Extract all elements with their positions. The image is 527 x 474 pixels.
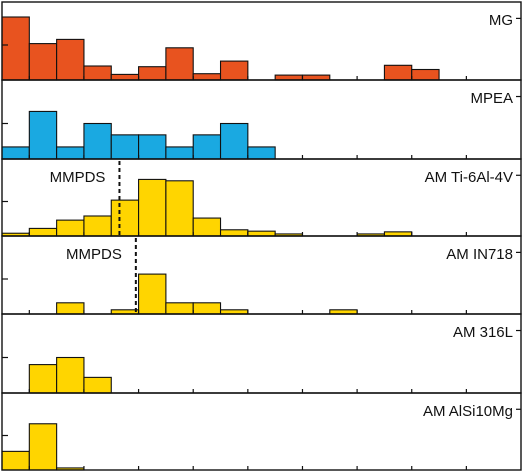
panel-label: MPEA (470, 90, 513, 107)
histogram-bar (274, 74, 304, 81)
histogram-bar (247, 146, 276, 160)
histogram-bar (411, 68, 440, 81)
histogram-bar (219, 60, 249, 81)
histogram-bar (83, 376, 112, 394)
panel-label: AM IN718 (446, 246, 513, 263)
histogram-bar (28, 364, 58, 394)
histogram-bar (110, 73, 140, 81)
panel-am-ti-6al-4v: AM Ti-6Al-4V MMPDS (1, 158, 522, 237)
histogram-bar (56, 38, 85, 81)
histogram-bar (28, 227, 58, 237)
histogram-bar (110, 134, 140, 160)
histogram-bar (165, 302, 194, 315)
histogram-bar (138, 178, 167, 237)
histogram-bar (138, 66, 167, 81)
histogram-bar (165, 146, 194, 160)
panel-mg: MG (1, 1, 522, 81)
histogram-bar (83, 122, 112, 160)
histogram-bar (56, 356, 85, 394)
histogram-bar (56, 302, 85, 315)
histogram-bar (56, 219, 85, 237)
histogram-bar (1, 16, 30, 81)
panel-am-in718: AM IN718 MMPDS (1, 235, 522, 315)
histogram-bar (1, 450, 30, 471)
panel-label: MG (489, 12, 513, 29)
histogram-bar (383, 64, 413, 81)
histogram-bar (83, 215, 112, 237)
histogram-bar (192, 73, 222, 81)
histogram-bar (138, 273, 167, 315)
histogram-bar (165, 47, 194, 81)
histogram-bar (219, 229, 249, 237)
histogram-bar (247, 230, 276, 237)
panel-mpea: MPEA (1, 79, 522, 160)
panel-label: AM AlSi10Mg (423, 403, 513, 420)
histogram-bar (165, 180, 194, 237)
histogram-bar (28, 43, 58, 81)
histogram-bar (83, 65, 112, 81)
reference-label: MMPDS (50, 169, 106, 186)
histogram-bar (28, 110, 58, 160)
histogram-bar (219, 122, 249, 160)
histogram-bar (1, 146, 30, 160)
reference-label: MMPDS (66, 246, 122, 263)
histogram-bar (192, 302, 222, 315)
panel-am-316l: AM 316L (1, 313, 522, 394)
histogram-bar (192, 217, 222, 237)
histogram-bar (301, 74, 331, 81)
panel-am-alsi10mg: AM AlSi10Mg (1, 392, 522, 471)
histogram-bar (56, 146, 85, 160)
panel-frame (1, 392, 522, 471)
histogram-bar (192, 134, 222, 160)
histogram-bar (110, 199, 140, 237)
panel-label: AM 316L (453, 324, 513, 341)
histogram-bar (28, 423, 58, 471)
histogram-bar (138, 134, 167, 160)
panel-label: AM Ti-6Al-4V (425, 169, 513, 186)
